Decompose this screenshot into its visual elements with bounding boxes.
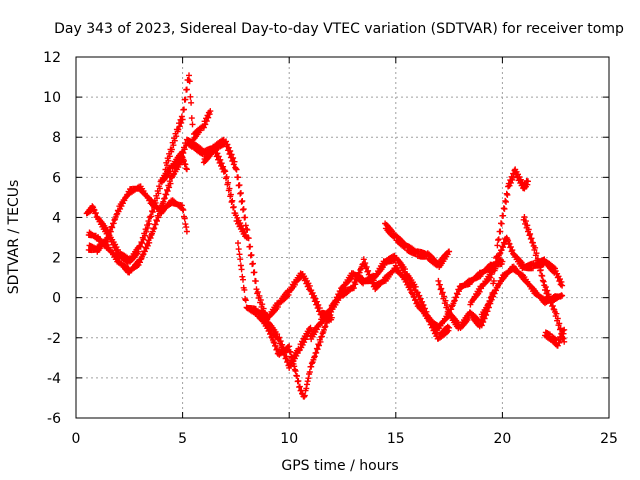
data-points <box>83 72 568 400</box>
x-tick-label: 10 <box>280 431 298 447</box>
x-axis-label: GPS time / hours <box>281 458 398 474</box>
series-points <box>520 214 568 345</box>
y-tick-label: 0 <box>52 291 61 307</box>
series-track-4 <box>162 72 214 173</box>
series-track-12 <box>478 263 566 323</box>
y-tick-label: -2 <box>47 331 61 347</box>
y-tick-label: 6 <box>52 170 61 186</box>
y-tick-label: 12 <box>43 50 61 66</box>
series-points <box>478 263 566 323</box>
series-points <box>162 72 214 173</box>
x-tick-label: 0 <box>72 431 81 447</box>
series-track-8 <box>307 256 506 343</box>
x-tick-label: 25 <box>600 431 618 447</box>
series-track-3 <box>85 183 190 255</box>
y-tick-label: 2 <box>52 251 61 267</box>
y-tick-label: 4 <box>52 210 61 226</box>
series-points <box>307 256 506 343</box>
series-track-9 <box>382 220 453 270</box>
series-points <box>85 183 190 255</box>
chart-title: Day 343 of 2023, Sidereal Day-to-day VTE… <box>54 21 624 37</box>
y-tick-label: 10 <box>43 90 61 106</box>
y-tick-label: -4 <box>47 371 61 387</box>
series-track-13 <box>520 214 568 345</box>
series-points <box>85 153 190 276</box>
series-track-2 <box>85 153 190 276</box>
series-points <box>542 326 568 349</box>
x-tick-label: 15 <box>387 431 405 447</box>
y-tick-label: -6 <box>47 411 61 427</box>
x-tick-label: 5 <box>178 431 187 447</box>
axis-ticks: 0 5 10 15 20 25 -6 -4 -2 0 2 4 6 8 10 12 <box>43 50 618 447</box>
series-track-14 <box>542 326 568 349</box>
y-tick-label: 8 <box>52 130 61 146</box>
plot-frame <box>75 56 610 419</box>
series-points <box>382 220 453 270</box>
y-axis-label: SDTVAR / TECUs <box>6 180 22 295</box>
x-tick-label: 20 <box>493 431 511 447</box>
